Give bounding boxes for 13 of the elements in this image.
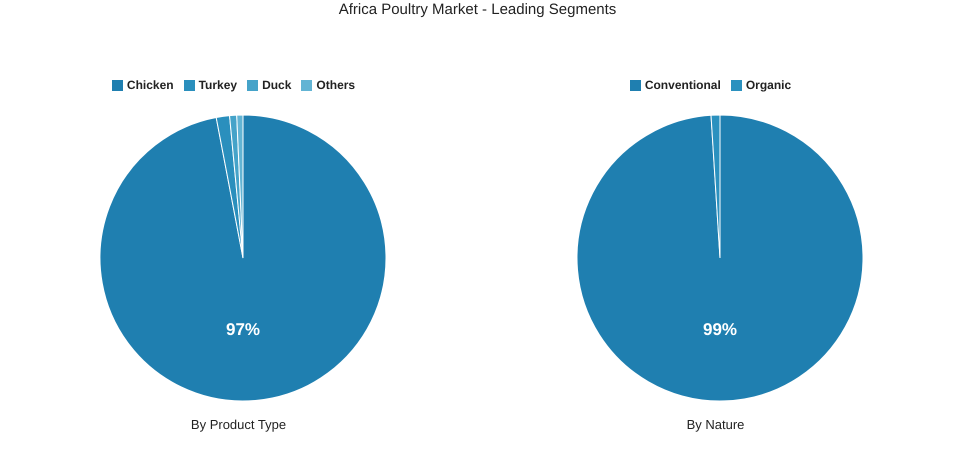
legend-label: Others bbox=[316, 78, 356, 92]
legend-label: Conventional bbox=[644, 78, 721, 92]
legend-label: Chicken bbox=[126, 78, 174, 92]
legend-label: Turkey bbox=[198, 78, 238, 92]
data-label: 99% bbox=[702, 320, 738, 339]
pie-slice bbox=[100, 114, 386, 402]
text: By Nature bbox=[686, 417, 746, 432]
text: Africa Poultry Market - Leading Segments bbox=[338, 1, 618, 18]
data-label: 97% bbox=[226, 320, 260, 339]
legend-label: Duck bbox=[262, 78, 292, 92]
legend-label: Organic bbox=[746, 78, 792, 92]
pie-slice bbox=[576, 114, 864, 402]
text: By Product Type bbox=[190, 417, 288, 432]
